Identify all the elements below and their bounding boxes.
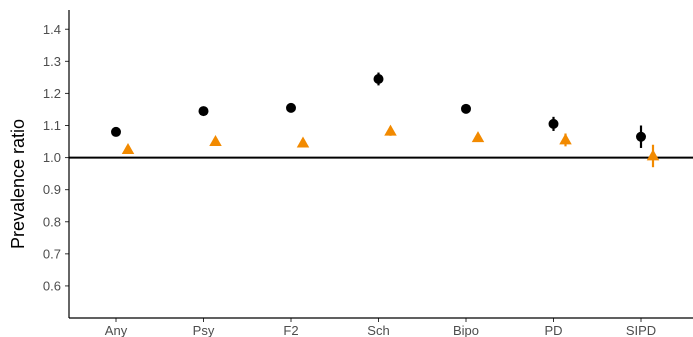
x-tick-label: Psy	[193, 323, 215, 337]
y-tick-label: 1.3	[43, 54, 61, 69]
y-tick-label: 0.7	[43, 246, 61, 261]
data-point-triangle	[384, 124, 397, 136]
series-1	[111, 72, 646, 148]
x-axis-ticks: Any Psy F2 Sch Bipo PD SIPD	[105, 318, 656, 337]
data-point-circle	[461, 103, 471, 114]
data-point-triangle	[121, 142, 135, 154]
y-tick-label: 0.8	[43, 214, 61, 229]
data-point-circle	[548, 118, 559, 129]
data-marks	[111, 72, 660, 168]
data-point-triangle	[646, 149, 660, 161]
data-point-triangle	[209, 134, 222, 146]
y-tick-label: 1.0	[43, 150, 61, 165]
y-axis-title: Prevalence ratio	[8, 119, 28, 249]
y-tick-label: 1.2	[43, 86, 61, 101]
y-tick-label: 0.6	[43, 278, 61, 293]
data-point-circle	[373, 73, 384, 84]
y-tick-label: 0.9	[43, 182, 61, 197]
x-tick-label: Sch	[367, 323, 389, 337]
series-2	[121, 124, 660, 168]
data-point-circle	[111, 126, 121, 137]
y-tick-label: 1.1	[43, 118, 61, 133]
data-point-triangle	[559, 133, 572, 145]
x-tick-label: SIPD	[626, 323, 656, 337]
data-point-circle	[286, 102, 296, 113]
data-point-triangle	[296, 136, 310, 148]
x-tick-label: F2	[283, 323, 298, 337]
data-point-circle	[636, 131, 646, 142]
y-axis-ticks: 0.6 0.7 0.8 0.9 1.0 1.1 1.2 1.3 1.4	[43, 22, 69, 293]
x-tick-label: Bipo	[453, 323, 479, 337]
y-tick-label: 1.4	[43, 22, 61, 37]
data-point-triangle	[471, 131, 485, 143]
data-point-circle	[198, 106, 209, 117]
x-tick-label: PD	[544, 323, 562, 337]
x-tick-label: Any	[105, 323, 128, 337]
